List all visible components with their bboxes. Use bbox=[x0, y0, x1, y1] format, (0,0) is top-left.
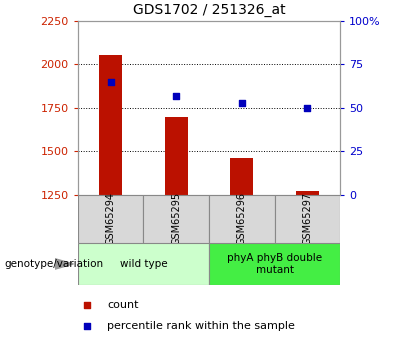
Bar bbox=[275, 195, 340, 243]
Bar bbox=[165, 117, 188, 195]
Bar bbox=[230, 158, 253, 195]
Text: GSM65295: GSM65295 bbox=[171, 191, 181, 245]
Text: GSM65296: GSM65296 bbox=[237, 191, 247, 245]
Title: GDS1702 / 251326_at: GDS1702 / 251326_at bbox=[133, 3, 285, 17]
Text: percentile rank within the sample: percentile rank within the sample bbox=[107, 322, 295, 332]
Text: count: count bbox=[107, 299, 139, 309]
Polygon shape bbox=[55, 259, 74, 269]
Point bbox=[304, 105, 311, 111]
Text: phyA phyB double
mutant: phyA phyB double mutant bbox=[227, 253, 322, 275]
Bar bbox=[99, 55, 122, 195]
Point bbox=[84, 324, 91, 329]
Point bbox=[239, 100, 245, 105]
Text: GSM65294: GSM65294 bbox=[105, 191, 116, 245]
Bar bbox=[78, 243, 209, 285]
Text: wild type: wild type bbox=[120, 259, 167, 269]
Bar bbox=[78, 195, 143, 243]
Text: genotype/variation: genotype/variation bbox=[4, 259, 103, 269]
Bar bbox=[296, 191, 319, 195]
Point bbox=[173, 93, 179, 98]
Point bbox=[107, 79, 114, 85]
Text: GSM65297: GSM65297 bbox=[302, 191, 312, 245]
Bar bbox=[209, 243, 340, 285]
Bar bbox=[209, 195, 275, 243]
Point bbox=[84, 302, 91, 307]
Bar bbox=[143, 195, 209, 243]
